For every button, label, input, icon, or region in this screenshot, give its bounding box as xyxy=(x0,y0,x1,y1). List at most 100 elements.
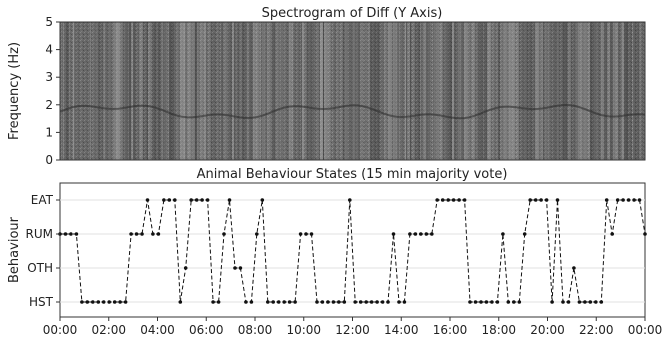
spectrogram-stripe xyxy=(527,22,531,160)
behaviour-point xyxy=(533,198,538,202)
spectrogram-stripe xyxy=(491,22,494,160)
spectrogram-stripe xyxy=(392,22,393,160)
behaviour-point xyxy=(140,232,144,236)
spectrogram-stripe xyxy=(297,22,301,160)
behaviour-point xyxy=(468,300,472,304)
behaviour-point xyxy=(173,198,177,202)
spectrogram-stripe xyxy=(103,22,105,160)
spectrogram-stripe xyxy=(232,22,234,160)
behaviour-y-tick-label: HST xyxy=(29,295,54,309)
spectrogram-stripe xyxy=(628,22,632,160)
spectrogram-stripe xyxy=(403,22,404,160)
spectrogram-stripe xyxy=(139,22,140,160)
spectrogram-stripe xyxy=(265,22,267,160)
spectrogram-stripe xyxy=(601,22,604,160)
spectrogram-stripe xyxy=(351,22,353,160)
spectrogram-stripe xyxy=(76,22,79,160)
behaviour-y-ticks: HST OTH RUM EAT xyxy=(26,193,60,309)
spectrogram-stripe xyxy=(541,22,542,160)
spectrogram-stripe xyxy=(477,22,478,160)
behaviour-point xyxy=(123,300,128,304)
behaviour-point xyxy=(391,232,396,236)
spectrogram-stripe xyxy=(272,22,275,160)
spectrogram-plot: 0 1 2 3 4 5 xyxy=(45,15,646,167)
behaviour-point xyxy=(457,198,461,202)
spectrogram-stripe xyxy=(98,22,101,160)
spectrogram-stripe xyxy=(563,22,567,160)
behaviour-point xyxy=(238,266,243,270)
spectrogram-stripe xyxy=(200,22,204,160)
spectrogram-stripe xyxy=(433,22,434,160)
spectrogram-stripe xyxy=(553,22,554,160)
spectrogram-stripe xyxy=(358,22,360,160)
behaviour-point xyxy=(254,232,259,236)
spectrogram-stripe xyxy=(479,22,480,160)
spectrogram-stripe xyxy=(568,22,571,160)
spectrogram-stripe xyxy=(420,22,421,160)
spectrogram-stripe xyxy=(621,22,622,160)
behaviour-point xyxy=(331,300,336,304)
behaviour-x-tick-label: 18:00 xyxy=(481,323,516,337)
spectrogram-stripe xyxy=(567,22,568,160)
behaviour-point xyxy=(348,198,352,202)
behaviour-x-tick-label: 20:00 xyxy=(530,323,565,337)
behaviour-point xyxy=(227,198,232,202)
spectrogram-stripe xyxy=(405,22,406,160)
spectrogram-stripe xyxy=(610,22,613,160)
spectrogram-stripe xyxy=(79,22,83,160)
spectrogram-stripe xyxy=(360,22,362,160)
spectrogram-stripe xyxy=(317,22,318,160)
behaviour-y-label: Behaviour xyxy=(7,216,22,283)
behaviour-point xyxy=(435,198,440,202)
behaviour-point xyxy=(430,232,434,236)
behaviour-point xyxy=(446,198,451,202)
spectrogram-stripe xyxy=(407,22,408,160)
behaviour-point xyxy=(588,300,593,304)
spectrogram-stripe xyxy=(75,22,76,160)
spectrogram-stripe xyxy=(69,22,70,160)
spectrogram-stripe xyxy=(416,22,420,160)
spectrogram-stripe xyxy=(624,22,628,160)
spectrogram-stripe xyxy=(66,22,69,160)
behaviour-point xyxy=(358,300,363,304)
spectrogram-stripe xyxy=(257,22,261,160)
spectrogram-stripe xyxy=(242,22,246,160)
behaviour-point xyxy=(386,300,390,304)
spectrogram-stripe xyxy=(423,22,426,160)
spectrogram-stripe xyxy=(314,22,317,160)
behaviour-point xyxy=(572,266,576,270)
spectrogram-stripe xyxy=(318,22,319,160)
behaviour-point xyxy=(424,232,429,236)
spectrogram-stripe xyxy=(135,22,139,160)
behaviour-point xyxy=(615,198,620,202)
spectrogram-stripe xyxy=(204,22,206,160)
spectrogram-stripe xyxy=(224,22,228,160)
spectrogram-stripe xyxy=(545,22,549,160)
spectrogram-stripe xyxy=(63,22,64,160)
behaviour-point xyxy=(183,266,188,270)
spectrogram-stripe xyxy=(494,22,498,160)
behaviour-point xyxy=(315,300,319,304)
behaviour-point xyxy=(271,300,276,304)
spectrogram-stripe xyxy=(582,22,583,160)
spectrogram-stripe xyxy=(461,22,464,160)
spectrogram-stripe xyxy=(377,22,379,160)
behaviour-point xyxy=(129,232,133,236)
spectrogram-stripe xyxy=(237,22,239,160)
spectrogram-stripe xyxy=(633,22,635,160)
spectrogram-stripe xyxy=(364,22,366,160)
spectrogram-stripe xyxy=(632,22,633,160)
spectrogram-stripe xyxy=(498,22,500,160)
spectrogram-stripe xyxy=(487,22,491,160)
spectrogram-stripe xyxy=(400,22,403,160)
spectrogram-stripe xyxy=(235,22,237,160)
spectrogram-stripe xyxy=(166,22,169,160)
spectrogram-stripe xyxy=(285,22,288,160)
behaviour-point xyxy=(260,198,265,202)
spectrogram-stripe xyxy=(249,22,251,160)
behaviour-point xyxy=(402,300,407,304)
spectrogram-stripe xyxy=(411,22,415,160)
behaviour-point xyxy=(304,232,308,236)
spectrogram-stripe xyxy=(133,22,135,160)
spectrogram-stripe xyxy=(587,22,590,160)
